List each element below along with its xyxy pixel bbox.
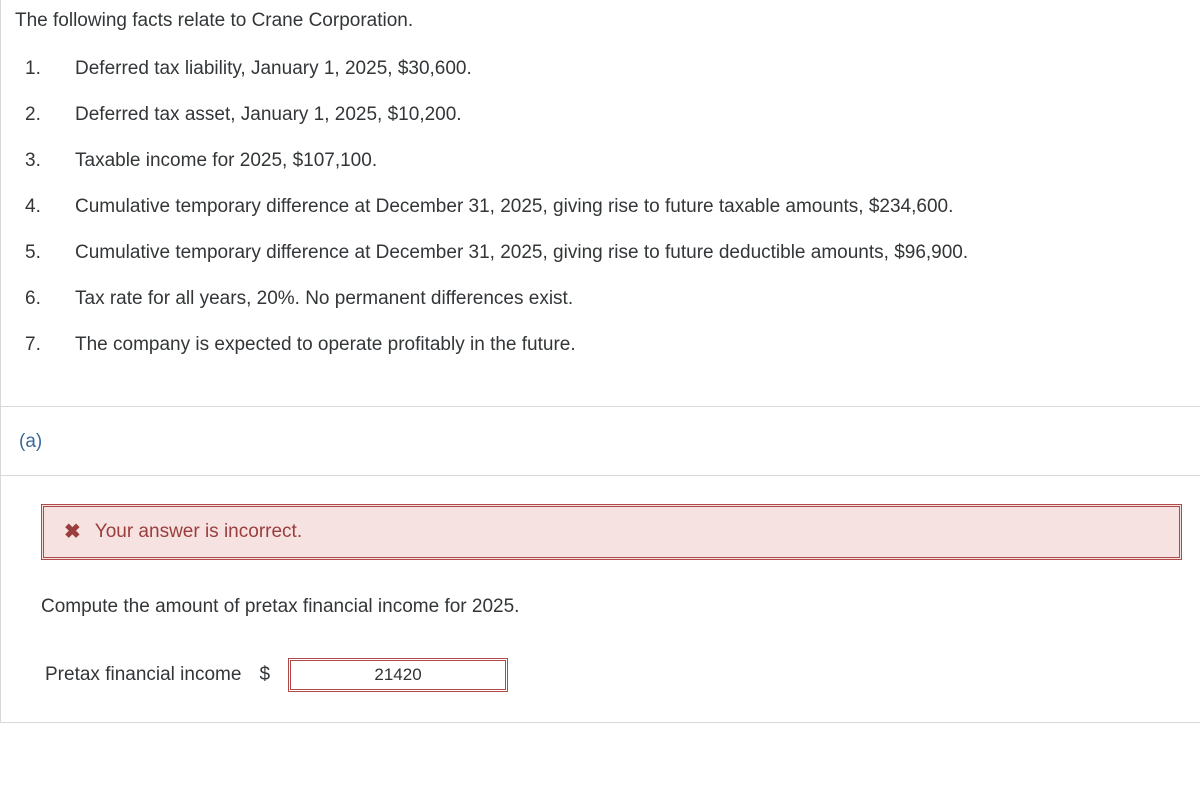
fact-row: 4. Cumulative temporary difference at De… [15, 184, 1186, 230]
fact-text: Cumulative temporary difference at Decem… [75, 242, 1186, 264]
answer-row: Pretax financial income $ [41, 658, 1182, 692]
question-text: Compute the amount of pretax financial i… [41, 596, 1182, 618]
currency-symbol: $ [259, 664, 270, 686]
answer-section: ✖ Your answer is incorrect. Compute the … [1, 476, 1200, 722]
fact-row: 6. Tax rate for all years, 20%. No perma… [15, 276, 1186, 322]
pretax-income-input[interactable] [288, 658, 508, 692]
fact-text: Cumulative temporary difference at Decem… [75, 196, 1186, 218]
intro-text: The following facts relate to Crane Corp… [1, 0, 1200, 36]
fact-row: 1. Deferred tax liability, January 1, 20… [15, 46, 1186, 92]
fact-row: 3. Taxable income for 2025, $107,100. [15, 138, 1186, 184]
fact-number: 1. [15, 58, 75, 80]
error-message: Your answer is incorrect. [95, 521, 302, 543]
fact-number: 2. [15, 104, 75, 126]
facts-list: 1. Deferred tax liability, January 1, 20… [1, 36, 1200, 406]
fact-text: Tax rate for all years, 20%. No permanen… [75, 288, 1186, 310]
part-label: (a) [1, 406, 1200, 476]
fact-row: 5. Cumulative temporary difference at De… [15, 230, 1186, 276]
fact-number: 7. [15, 334, 75, 356]
fact-number: 4. [15, 196, 75, 218]
fact-text: The company is expected to operate profi… [75, 334, 1186, 356]
fact-text: Taxable income for 2025, $107,100. [75, 150, 1186, 172]
fact-text: Deferred tax liability, January 1, 2025,… [75, 58, 1186, 80]
problem-panel: The following facts relate to Crane Corp… [0, 0, 1200, 723]
fact-row: 7. The company is expected to operate pr… [15, 322, 1186, 368]
fact-text: Deferred tax asset, January 1, 2025, $10… [75, 104, 1186, 126]
fact-number: 3. [15, 150, 75, 172]
x-icon: ✖ [64, 522, 81, 542]
fact-number: 6. [15, 288, 75, 310]
error-banner: ✖ Your answer is incorrect. [41, 504, 1182, 560]
answer-label: Pretax financial income [45, 664, 241, 686]
fact-number: 5. [15, 242, 75, 264]
fact-row: 2. Deferred tax asset, January 1, 2025, … [15, 92, 1186, 138]
